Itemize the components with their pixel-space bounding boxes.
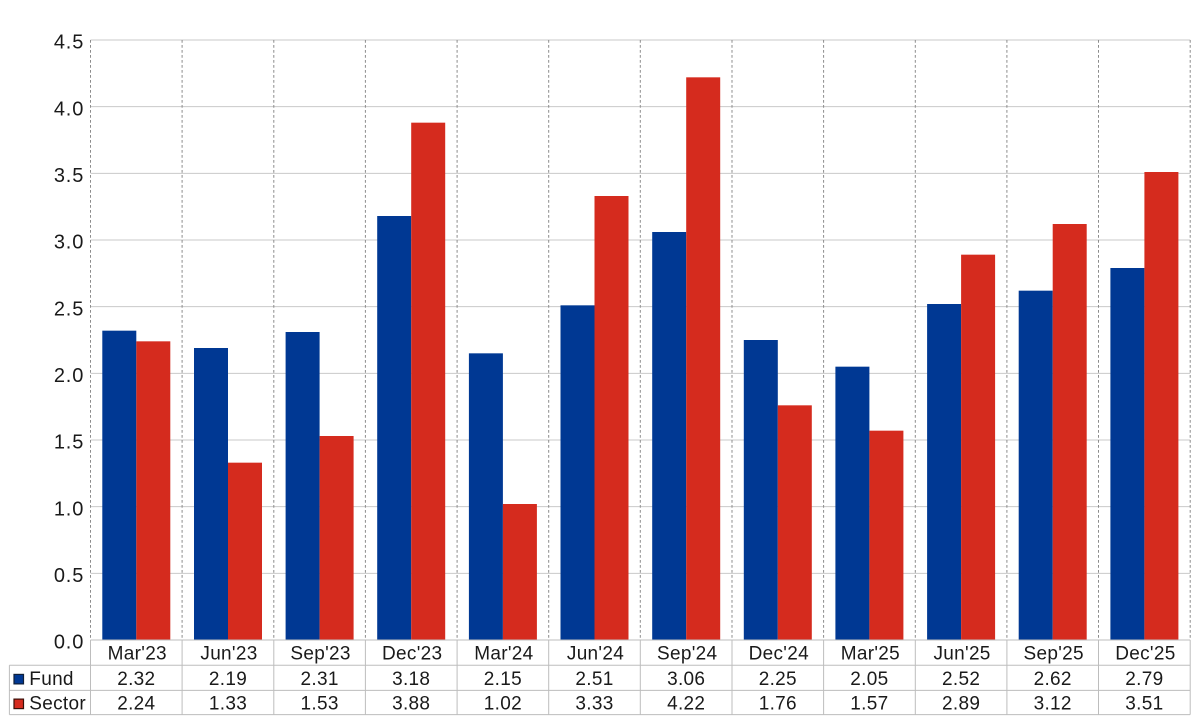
- svg-text:1.76: 1.76: [759, 694, 797, 715]
- svg-text:Mar'24: Mar'24: [474, 644, 533, 665]
- svg-text:2.52: 2.52: [942, 669, 980, 690]
- svg-text:1.0: 1.0: [54, 498, 84, 520]
- svg-text:Dec'23: Dec'23: [382, 644, 442, 665]
- svg-text:1.57: 1.57: [850, 694, 888, 715]
- svg-text:2.51: 2.51: [575, 669, 613, 690]
- svg-text:3.12: 3.12: [1034, 694, 1072, 715]
- svg-text:3.06: 3.06: [667, 669, 705, 690]
- svg-text:Jun'24: Jun'24: [567, 644, 624, 665]
- svg-text:Sep'25: Sep'25: [1024, 644, 1084, 665]
- svg-text:3.5: 3.5: [54, 165, 84, 187]
- svg-text:Sep'24: Sep'24: [657, 644, 718, 665]
- svg-text:0.5: 0.5: [54, 565, 84, 587]
- svg-text:Jun'25: Jun'25: [933, 644, 990, 665]
- svg-text:2.31: 2.31: [301, 669, 339, 690]
- svg-text:2.19: 2.19: [209, 669, 247, 690]
- svg-text:Fund: Fund: [29, 669, 74, 690]
- svg-text:Jun'23: Jun'23: [200, 644, 257, 665]
- svg-text:4.22: 4.22: [667, 694, 705, 715]
- svg-text:Sector: Sector: [29, 694, 86, 715]
- svg-text:2.05: 2.05: [850, 669, 888, 690]
- svg-text:2.24: 2.24: [117, 694, 155, 715]
- svg-text:3.0: 3.0: [54, 232, 84, 254]
- svg-text:2.89: 2.89: [942, 694, 980, 715]
- svg-text:2.32: 2.32: [117, 669, 155, 690]
- svg-text:1.53: 1.53: [301, 694, 339, 715]
- svg-text:Mar'23: Mar'23: [108, 644, 167, 665]
- svg-text:3.33: 3.33: [575, 694, 613, 715]
- svg-text:1.5: 1.5: [54, 432, 84, 454]
- svg-text:Sep'23: Sep'23: [290, 644, 350, 665]
- svg-text:2.62: 2.62: [1034, 669, 1072, 690]
- svg-text:Mar'25: Mar'25: [841, 644, 900, 665]
- svg-text:1.33: 1.33: [209, 694, 247, 715]
- svg-text:3.51: 3.51: [1125, 694, 1163, 715]
- svg-text:2.25: 2.25: [759, 669, 797, 690]
- svg-text:3.88: 3.88: [392, 694, 430, 715]
- svg-text:2.15: 2.15: [484, 669, 522, 690]
- svg-text:3.18: 3.18: [392, 669, 430, 690]
- svg-text:2.5: 2.5: [54, 298, 84, 320]
- svg-text:1.02: 1.02: [484, 694, 522, 715]
- svg-text:2.0: 2.0: [54, 365, 84, 387]
- svg-text:0.0: 0.0: [54, 632, 84, 654]
- svg-text:4.5: 4.5: [54, 32, 84, 54]
- svg-text:Dec'24: Dec'24: [749, 644, 809, 665]
- svg-text:4.0: 4.0: [54, 98, 84, 120]
- svg-text:2.79: 2.79: [1125, 669, 1163, 690]
- svg-text:Dec'25: Dec'25: [1115, 644, 1175, 665]
